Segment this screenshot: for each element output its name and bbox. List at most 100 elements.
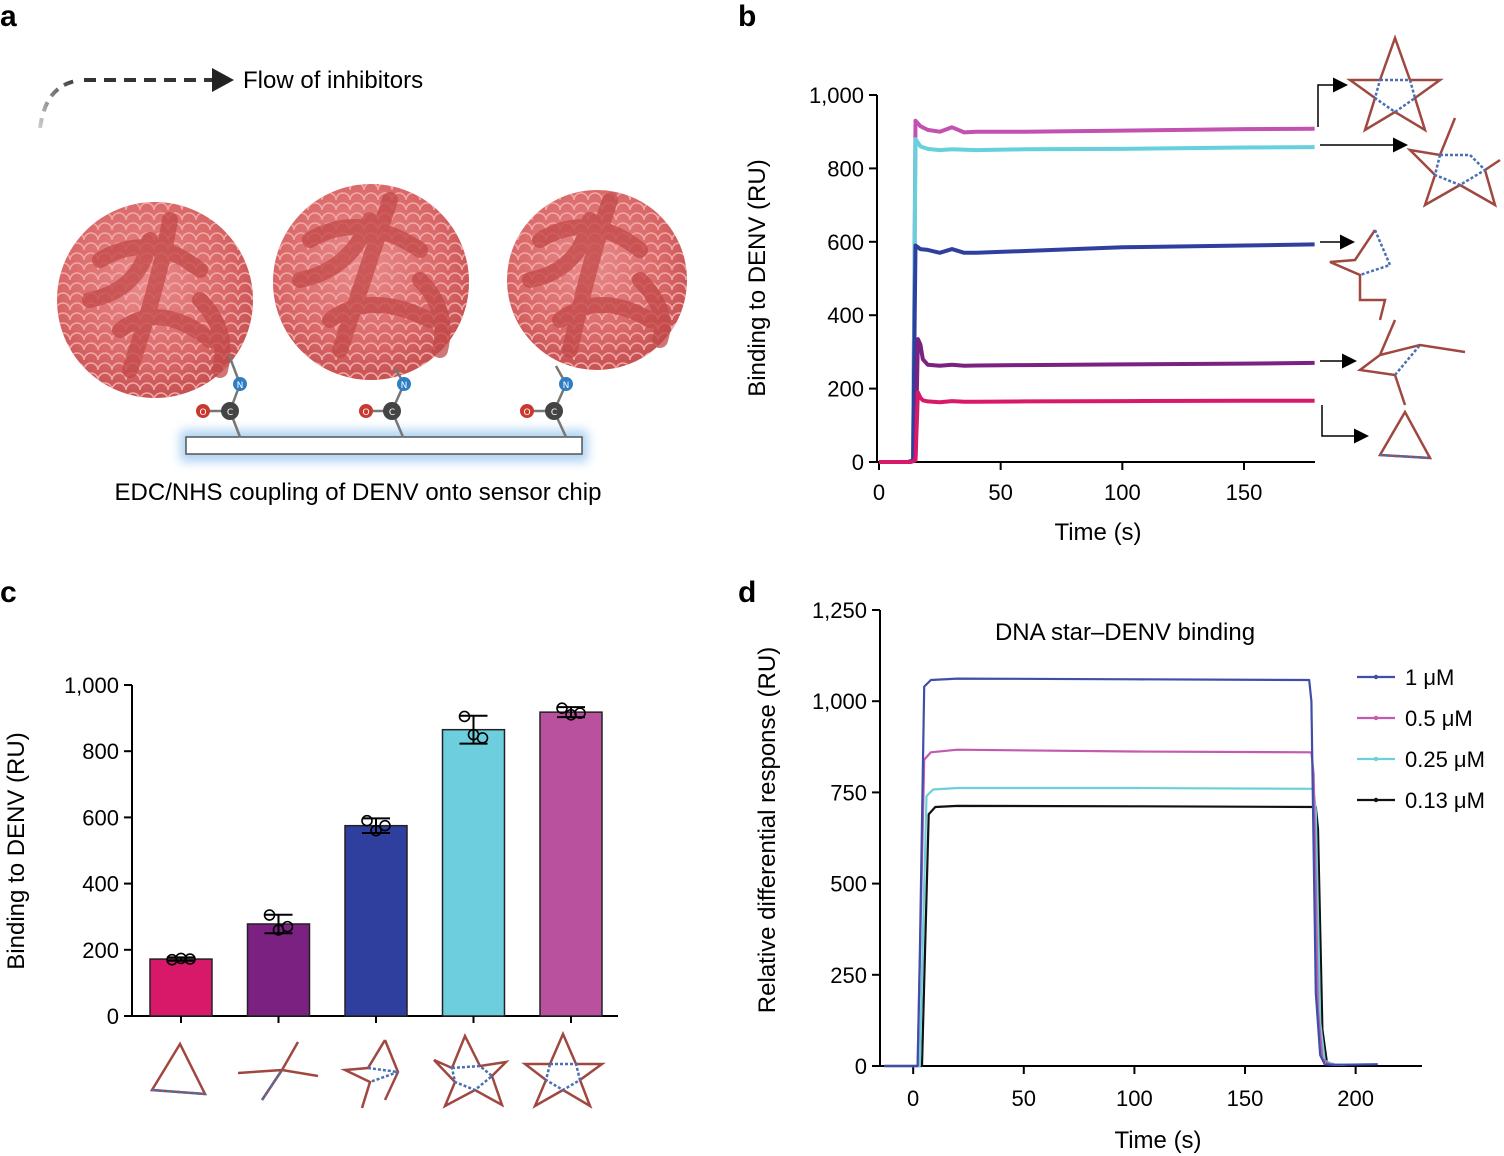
- flow-label: Flow of inhibitors: [243, 67, 423, 94]
- c-replicate-point: [281, 920, 294, 933]
- d-y-tick-label: 750: [830, 780, 867, 805]
- c-replicate-point: [574, 707, 586, 719]
- c-bar-4-arm: [441, 728, 506, 1017]
- d-x-tick-label: 50: [1012, 1086, 1036, 1111]
- b-leader-arrow: [1321, 405, 1369, 444]
- c-bar-3-arm: [344, 824, 408, 1017]
- panel-d-chart: 0 250 500 750 1,000 1,250 0 50 100 150 200 DNA sta…: [754, 598, 1485, 1154]
- atom-c-label: C: [227, 408, 233, 418]
- b-y-tick-label: 200: [827, 377, 864, 402]
- c-y-tick-label: 600: [82, 805, 119, 830]
- b-x-tick-label: 100: [1104, 480, 1141, 505]
- dna-star-1arm-icon: [1377, 409, 1433, 460]
- d-legend: 1 μM 0.5 μM 0.25 μM 0.13 μM: [1357, 665, 1485, 813]
- b-y-tick-label: 800: [827, 156, 864, 181]
- d-x-tick-label: 0: [907, 1086, 919, 1111]
- d-series-line: [884, 748, 1338, 1068]
- carbon-atom: [383, 402, 401, 420]
- d-x-tick-label: 200: [1337, 1086, 1374, 1111]
- b-x-tick-label: 150: [1226, 480, 1263, 505]
- linker-3: N C O: [520, 365, 573, 438]
- c-replicate-point: [361, 814, 373, 827]
- c-replicate-point: [175, 952, 187, 965]
- c-icon-4arm: [433, 1032, 510, 1109]
- sensor-chip: [185, 436, 583, 455]
- c-bar-5-arm star: [539, 711, 603, 1017]
- b-series-line-magenta: [879, 118, 1315, 464]
- oxygen-atom: [520, 404, 534, 418]
- c-replicate-point: [184, 953, 196, 965]
- virus-particle: [57, 202, 253, 398]
- atom-n-label: N: [563, 381, 570, 391]
- c-replicate-point: [263, 909, 276, 921]
- panel-label-a: a: [0, 0, 17, 33]
- c-y-tick-label: 400: [82, 872, 119, 897]
- b-y-tick-label: 600: [827, 230, 864, 255]
- b-x-tick-label: 0: [873, 480, 885, 505]
- b-series-line-blue: [879, 242, 1315, 464]
- b-x-label: Time (s): [1054, 519, 1141, 546]
- b-y-tick-label: 400: [827, 303, 864, 328]
- atom-c-label: C: [389, 408, 395, 418]
- b-series-line-cyan: [879, 137, 1315, 464]
- d-y-label: Relative differential response (RU): [754, 647, 781, 1013]
- panel-label-b: b: [738, 0, 756, 33]
- dna-star-5arm-icon: [1346, 34, 1444, 133]
- c-y-tick-label: 200: [82, 938, 119, 963]
- d-x-tick-label: 100: [1116, 1086, 1153, 1111]
- b-x-tick-label: 50: [988, 480, 1012, 505]
- c-replicate-point: [458, 710, 471, 723]
- d-x-label: Time (s): [1114, 1127, 1201, 1154]
- b-y-tick-label: 1,000: [809, 83, 864, 108]
- d-legend-marker: [1373, 756, 1379, 762]
- d-x-tick-label: 150: [1227, 1086, 1264, 1111]
- carbon-atom: [545, 402, 563, 420]
- d-y-tick-label: 250: [830, 963, 867, 988]
- nitrogen-atom: [559, 377, 573, 391]
- d-legend-label: 0.25 μM: [1405, 747, 1485, 772]
- b-leader-arrow: [1317, 77, 1348, 127]
- oxygen-atom: [359, 404, 373, 418]
- d-y-tick-label: 0: [855, 1054, 867, 1079]
- d-y-tick-label: 500: [830, 872, 867, 897]
- d-legend-marker: [1373, 674, 1379, 680]
- d-legend-marker: [1373, 797, 1379, 803]
- c-icon-2arm: [237, 1041, 319, 1101]
- d-legend-marker: [1373, 715, 1379, 721]
- panel-a-illustration: Flow of inhibitors: [38, 67, 687, 506]
- atom-n-label: N: [401, 381, 408, 391]
- d-legend-label: 0.13 μM: [1405, 788, 1485, 813]
- c-bar-1-arm: [149, 958, 213, 1017]
- atom-o-label: O: [523, 408, 530, 418]
- dna-star-2arm-icon: [1356, 319, 1466, 406]
- chip-caption: EDC/NHS coupling of DENV onto sensor chi…: [115, 479, 602, 506]
- c-icon-3arm: [340, 1039, 400, 1109]
- dna-star-4arm-icon: [1406, 117, 1501, 208]
- panel-b-chart: 0 200 400 600 800 1,000 0 50 100 150 Time (s) Bin…: [744, 34, 1501, 546]
- c-y-label: Binding to DENV (RU): [3, 732, 30, 969]
- panel-label-c: c: [0, 576, 17, 609]
- d-y-tick-label: 1,250: [812, 598, 867, 623]
- c-icon-1arm: [149, 1041, 208, 1096]
- atom-c-label: C: [551, 408, 557, 418]
- c-replicate-point: [370, 824, 382, 837]
- b-series-line-pink: [879, 390, 1315, 464]
- oxygen-atom: [196, 404, 210, 418]
- atom-n-label: N: [237, 381, 244, 391]
- virus-particle: [273, 184, 469, 380]
- b-y-label: Binding to DENV (RU): [744, 159, 771, 396]
- d-title: DNA star–DENV binding: [995, 619, 1255, 646]
- c-replicate-point: [476, 732, 489, 744]
- c-replicate-point: [556, 702, 568, 714]
- c-bar-2-arm: [246, 923, 311, 1017]
- atom-o-label: O: [362, 408, 369, 418]
- d-series-line: [884, 804, 1347, 1068]
- c-y-tick-label: 0: [107, 1004, 119, 1029]
- atom-o-label: O: [199, 408, 206, 418]
- d-legend-label: 0.5 μM: [1405, 706, 1473, 731]
- carbon-atom: [221, 402, 239, 420]
- d-series-line: [884, 786, 1345, 1068]
- flow-curve: [38, 78, 81, 129]
- linker-1: N C O: [196, 354, 247, 438]
